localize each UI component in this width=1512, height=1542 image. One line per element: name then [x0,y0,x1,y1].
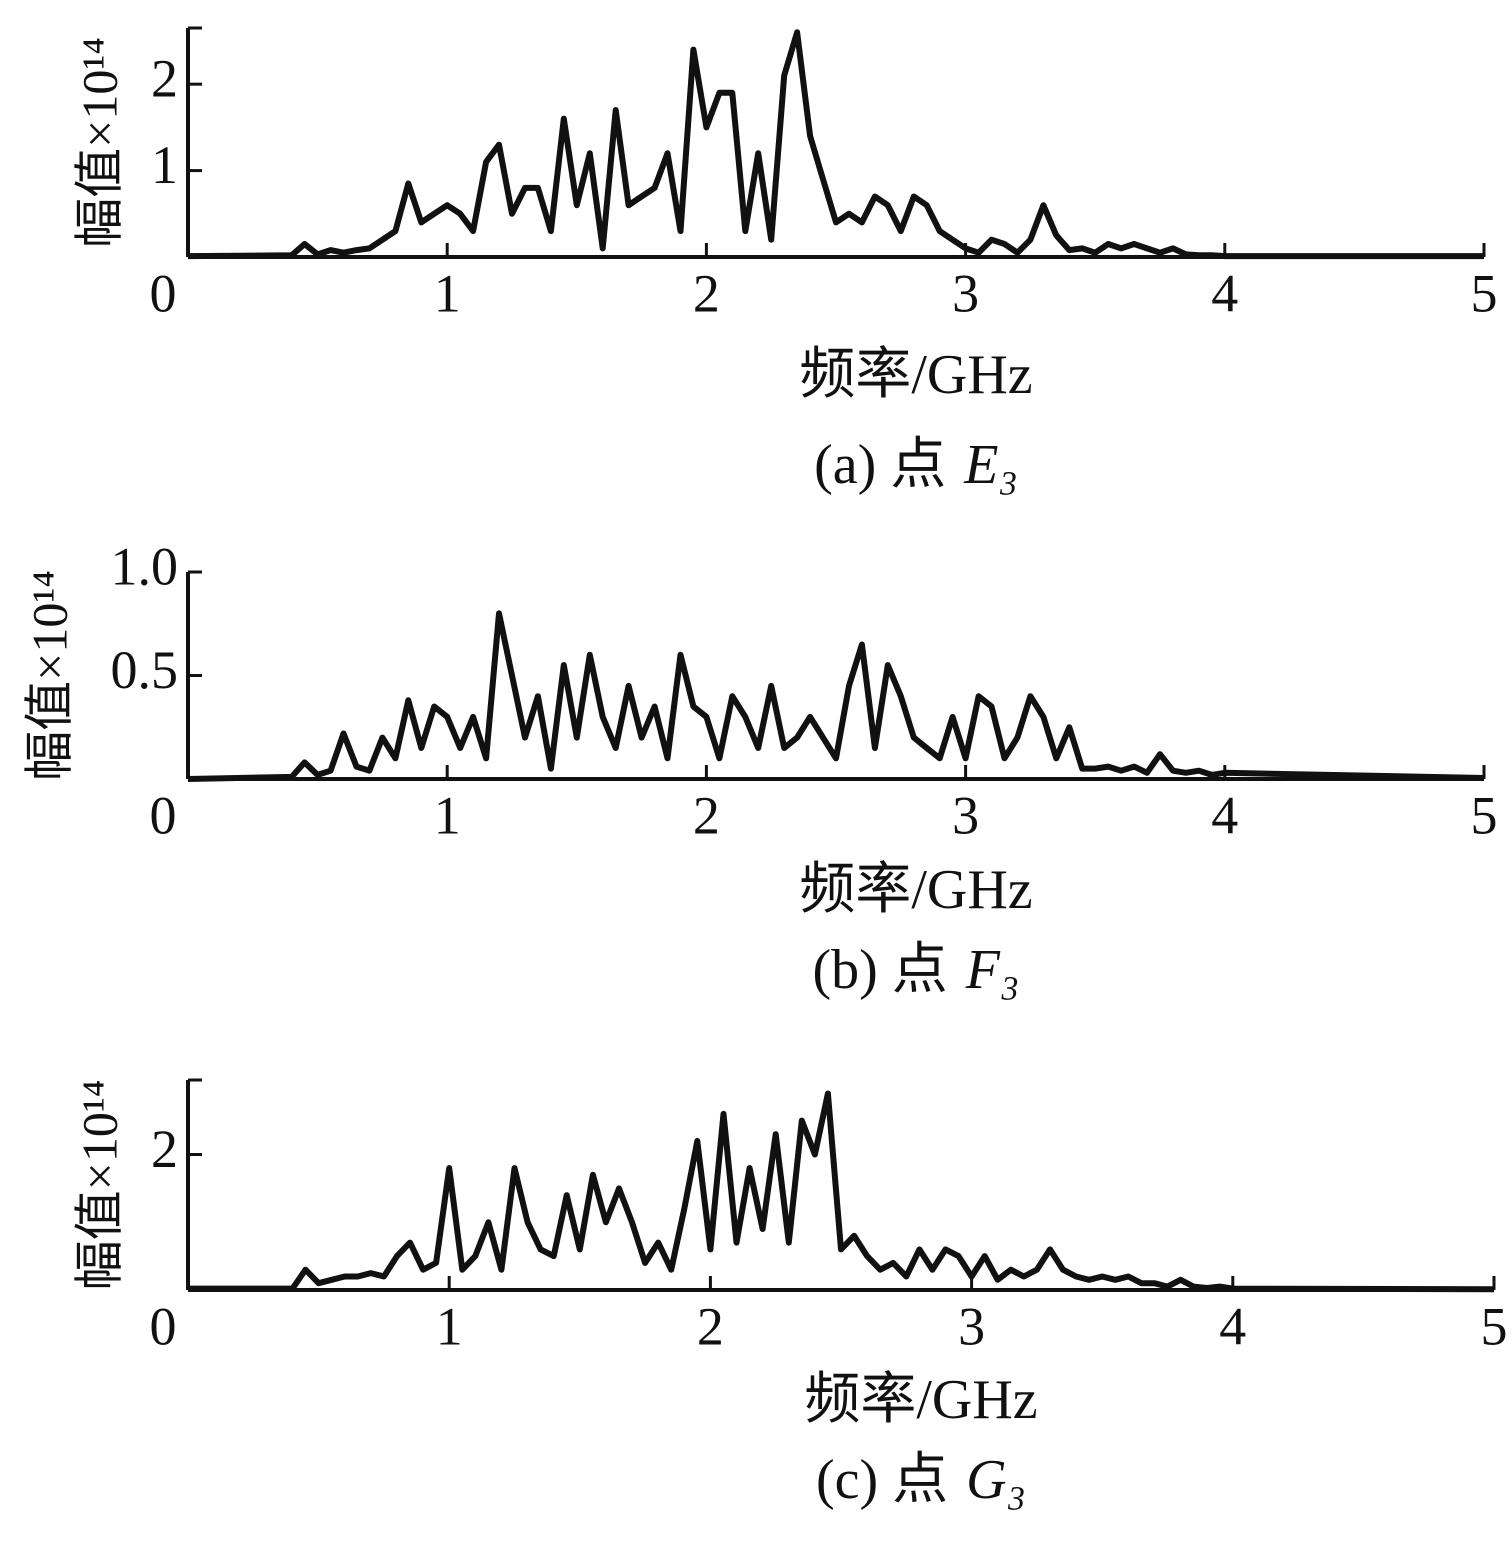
y-tick-label: 2 [151,49,178,109]
line [188,1090,1495,1293]
caption-point: E₃ [963,434,1018,496]
line [187,610,1485,782]
x-tick-label: 4 [1211,263,1238,323]
x-tick-label: 1 [436,1296,463,1356]
x-tick-label: 2 [693,263,720,323]
caption-label: (a) 点 [814,434,946,496]
x-tick-label: 0 [150,785,177,845]
y-tick-label: 1 [151,135,178,195]
x-tick-label: 5 [1471,263,1498,323]
x-tick-label: 1 [434,263,461,323]
x-tick-label: 4 [1219,1296,1246,1356]
caption: (c) 点 G₃ [816,1449,1026,1511]
panel: 2 0 1 2 3 4 5 幅值×10¹⁴ 频率/GHz (c) 点 G₃ [71,1078,1508,1511]
y-axis-label: 幅值×10¹⁴ [71,1080,127,1291]
y-axis-label: 幅值×10¹⁴ [21,570,77,781]
y-tick-label: 2 [151,1119,178,1179]
x-tick-label: 4 [1211,785,1238,845]
x-axis-label: 频率/GHz [799,859,1032,921]
x-tick-label: 3 [958,1296,985,1356]
panel: 0.5 1.0 0 1 2 3 4 5 幅值×10¹⁴ 频率/GHz (b) 点 F₃ [21,536,1497,1000]
caption-point: G₃ [966,1449,1026,1511]
line [187,29,1484,260]
x-axis-label: 频率/GHz [804,1369,1037,1431]
caption-label: (c) 点 [816,1449,948,1511]
caption-label: (b) 点 [813,939,948,1001]
x-tick-label: 1 [434,785,461,845]
caption: (a) 点 E₃ [814,434,1018,496]
x-axis-label: 频率/GHz [799,344,1032,406]
panel: 1 2 0 1 2 3 4 5 幅值×10¹⁴ 频率/GHz (a) 点 E₃ [71,26,1498,496]
x-tick-label: 3 [952,785,979,845]
x-tick-label: 5 [1471,785,1498,845]
y-tick-label: 0.5 [111,640,179,700]
x-tick-label: 3 [952,263,979,323]
x-tick-label: 2 [697,1296,724,1356]
x-tick-label: 5 [1481,1296,1508,1356]
x-tick-label: 0 [150,1296,177,1356]
x-tick-label: 2 [693,785,720,845]
x-tick-label: 0 [150,263,177,323]
caption-point: F₃ [965,939,1020,1001]
caption: (b) 点 F₃ [813,939,1020,1001]
y-axis-label: 幅值×10¹⁴ [71,37,127,248]
y-tick-label: 1.0 [111,536,179,596]
